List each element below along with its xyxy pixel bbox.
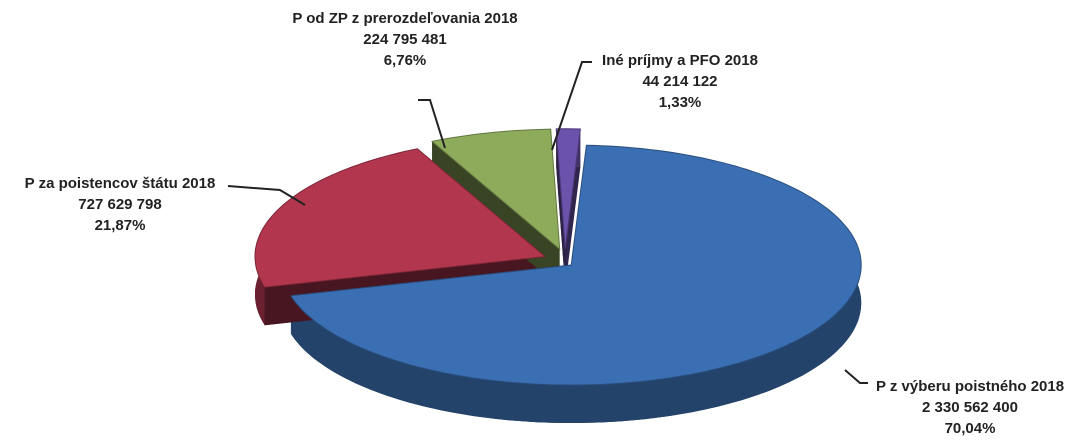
percent-label: 21,87% (94, 217, 146, 234)
slice-label: P z výberu poistného 2018 2 330 562 400 … (850, 376, 1082, 439)
category-label: Iné príjmy a PFO 2018 (602, 52, 758, 69)
slice-label: P za poistencov štátu 2018 727 629 798 2… (0, 173, 240, 236)
slice-label: Iné príjmy a PFO 2018 44 214 122 1,33% (580, 50, 780, 113)
percent-label: 6,76% (383, 52, 427, 69)
slices (254, 128, 862, 423)
category-label: P za poistencov štátu 2018 (24, 175, 216, 192)
percent-label: 70,04% (944, 420, 996, 437)
slice-label: P od ZP z prerozdeľovania 2018 224 795 4… (290, 8, 520, 71)
leader-line (844, 369, 868, 384)
leader-line (551, 61, 592, 151)
leader-line (227, 185, 306, 206)
category-label: P od ZP z prerozdeľovania 2018 (292, 10, 518, 27)
percent-label: 1,33% (658, 94, 702, 111)
slice (254, 148, 547, 288)
slice (555, 128, 581, 249)
slice-edge (556, 128, 566, 287)
value-label: 727 629 798 (78, 196, 162, 213)
value-label: 224 795 481 (363, 31, 447, 48)
slice (290, 144, 862, 386)
value-label: 2 330 562 400 (922, 399, 1018, 416)
slice (430, 128, 561, 251)
value-label: 44 214 122 (642, 73, 718, 90)
leader-line (418, 99, 446, 149)
category-label: P z výberu poistného 2018 (875, 378, 1065, 395)
